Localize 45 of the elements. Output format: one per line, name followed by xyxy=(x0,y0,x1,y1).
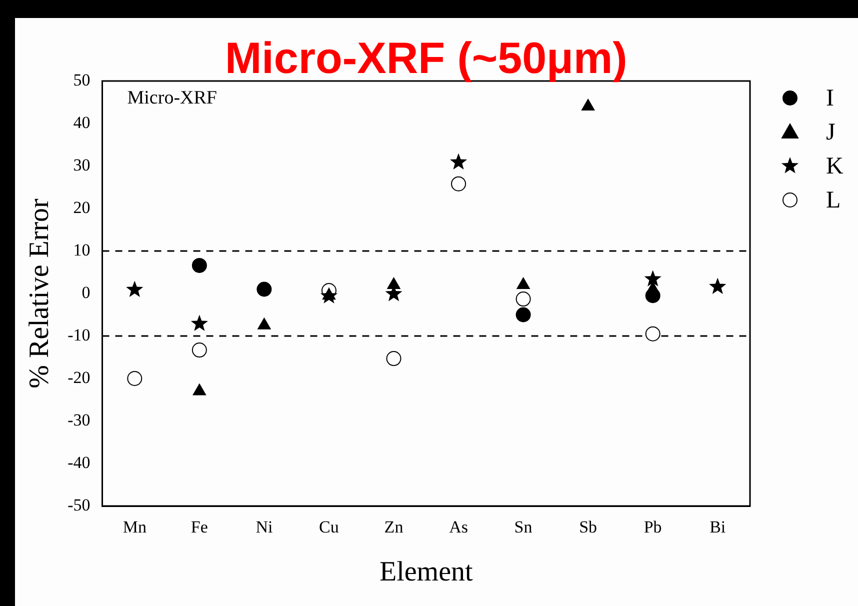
y-tick-label: 20 xyxy=(73,198,90,217)
point xyxy=(645,326,660,342)
point xyxy=(644,270,662,286)
legend-label: K xyxy=(826,153,844,180)
point xyxy=(582,99,595,110)
x-tick-label: Zn xyxy=(384,518,404,537)
legend-label: I xyxy=(826,85,834,112)
y-tick-label: -50 xyxy=(68,495,90,514)
x-tick-label: Sb xyxy=(579,518,598,537)
x-tick-label: Mn xyxy=(122,518,147,537)
point xyxy=(451,176,466,192)
y-tick-label: 40 xyxy=(73,112,90,132)
x-tick-label: Ni xyxy=(256,518,273,537)
chart-title: Micro-XRF (~50μm) xyxy=(225,34,628,83)
y-tick-label: -20 xyxy=(68,368,90,387)
annotation: Micro-XRF xyxy=(127,87,217,108)
point xyxy=(516,307,531,322)
legend-label: L xyxy=(826,187,841,214)
y-tick-label: -40 xyxy=(68,452,90,472)
point xyxy=(516,292,531,307)
point xyxy=(450,153,468,170)
point xyxy=(192,342,207,358)
x-tick-label: Bi xyxy=(710,518,726,537)
point xyxy=(256,282,272,297)
point xyxy=(190,314,208,332)
y-tick-label: -10 xyxy=(68,325,90,344)
x-tick-label: Pb xyxy=(644,518,662,537)
x-tick-label: As xyxy=(449,518,468,537)
point xyxy=(386,351,402,366)
point xyxy=(192,258,207,273)
x-tick-label: Cu xyxy=(319,518,340,537)
y-tick-label: 0 xyxy=(82,282,90,302)
x-tick-label: Fe xyxy=(190,518,208,537)
x-tick-label: Sn xyxy=(514,518,533,537)
y-tick-label: 30 xyxy=(73,155,90,174)
point xyxy=(320,287,338,304)
y-tick-label: 50 xyxy=(73,70,90,90)
y-tick-label: 10 xyxy=(73,240,90,260)
y-tick-label: -30 xyxy=(68,410,90,430)
legend-label: J xyxy=(826,119,836,146)
point xyxy=(127,371,142,386)
x-axis-title: Element xyxy=(379,556,473,588)
point xyxy=(709,278,726,294)
point xyxy=(126,280,144,298)
y-axis-title: % Relative Error xyxy=(24,198,56,388)
